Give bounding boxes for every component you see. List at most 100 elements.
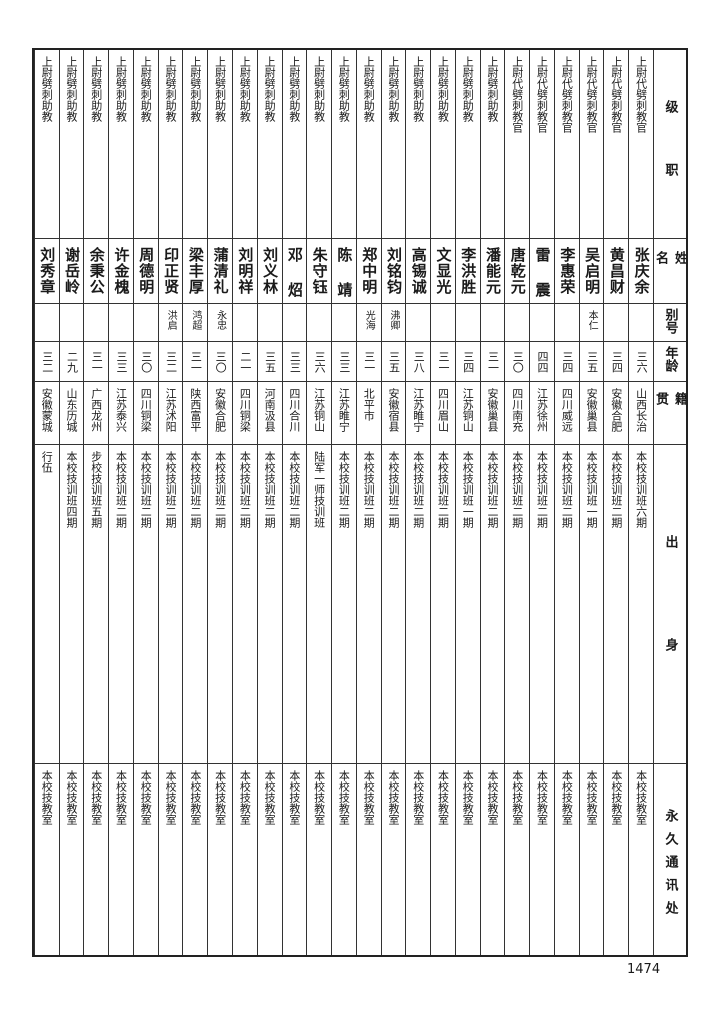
address-cell: 本校技教室 <box>109 764 133 955</box>
rank-text: 上尉劈刺助教 <box>362 56 376 122</box>
address-cell: 本校技教室 <box>332 764 356 955</box>
native-text: 江苏铜山 <box>312 388 326 432</box>
age-text: 三〇 <box>214 350 228 373</box>
table-row: 上尉劈刺助教 余秉公 三一 广西龙州 步校技训班五期 本校技教室 <box>83 50 109 955</box>
alias-cell: 光海 <box>356 304 381 342</box>
native-cell: 北平市 <box>356 382 381 445</box>
native-cell: 江苏睢宁 <box>406 382 431 445</box>
address-cell: 本校技教室 <box>406 764 430 955</box>
rank-cell: 上尉劈刺助教 <box>109 50 133 239</box>
name-text: 周德明 <box>137 247 156 295</box>
name-text: 郑中明 <box>360 247 379 295</box>
name-text: 雷 震 <box>533 247 552 298</box>
alias-cell <box>34 304 59 342</box>
age-text: 三四 <box>560 350 574 373</box>
table-row: 上尉劈刺助教 郑中明 光海 三一 北平市 本校技训班二期 本校技教室 <box>355 50 381 955</box>
table-row: 上尉代劈刺教官 李惠荣 三四 四川威远 本校技训班二期 本校技教室 <box>553 50 579 955</box>
native-cell: 四川铜梁 <box>232 382 257 445</box>
age-cell: 四四 <box>530 342 554 382</box>
background-cell: 本校技训班二期 <box>232 445 257 764</box>
background-cell: 本校技训班四期 <box>59 445 84 764</box>
age-cell: 三三 <box>109 342 133 382</box>
background-text: 本校技训班二期 <box>164 451 178 528</box>
name-cell: 陈 靖 <box>332 239 356 304</box>
address-cell: 本校技教室 <box>357 764 381 955</box>
native-text: 山西长治 <box>634 388 648 432</box>
native-cell: 安徽合肥 <box>604 382 629 445</box>
alias-cell <box>505 304 530 342</box>
native-cell: 河南汲县 <box>257 382 282 445</box>
rank-text: 上尉代劈刺教官 <box>609 56 623 133</box>
background-cell: 本校技训班二期 <box>257 445 282 764</box>
background-cell: 本校技训班二期 <box>282 445 307 764</box>
background-cell: 本校技训班二期 <box>431 445 455 764</box>
rank-cell: 上尉劈刺助教 <box>158 50 183 239</box>
background-cell: 陆军一师技训班 <box>307 445 332 764</box>
name-cell: 高锡诚 <box>406 239 431 304</box>
header-label: 别号 <box>662 308 678 334</box>
age-text: 三二 <box>40 350 54 373</box>
name-cell: 余秉公 <box>84 239 109 304</box>
name-cell: 郑中明 <box>356 239 381 304</box>
name-cell: 刘义林 <box>257 239 282 304</box>
native-text: 安徽合肥 <box>609 388 623 432</box>
name-text: 余秉公 <box>87 247 106 295</box>
rank-cell: 上尉劈刺助教 <box>232 50 257 239</box>
address-text: 本校技教室 <box>213 770 227 825</box>
background-cell: 本校技训班二期 <box>109 445 133 764</box>
address-cell: 本校技教室 <box>183 764 207 955</box>
rank-cell: 上尉代劈刺教官 <box>505 50 530 239</box>
address-cell: 本校技教室 <box>258 764 282 955</box>
rank-cell: 上尉劈刺助教 <box>455 50 480 239</box>
address-text: 本校技教室 <box>634 770 648 825</box>
name-cell: 黄昌财 <box>604 239 629 304</box>
rank-text: 上尉劈刺助教 <box>139 56 153 122</box>
address-cell: 本校技教室 <box>134 764 158 955</box>
age-cell: 三二 <box>158 342 183 382</box>
header-label: 年龄 <box>662 346 678 372</box>
rank-cell: 上尉劈刺助教 <box>332 50 356 239</box>
address-text: 本校技教室 <box>188 770 202 825</box>
name-cell: 李惠荣 <box>554 239 579 304</box>
name-text: 邓 炤 <box>285 247 304 298</box>
address-text: 本校技教室 <box>386 770 400 825</box>
name-cell: 李洪胜 <box>455 239 480 304</box>
rank-text: 上尉劈刺助教 <box>411 56 425 122</box>
native-cell: 山西长治 <box>629 382 653 445</box>
table-row: 上尉代劈刺教官 张庆余 三六 山西长治 本校技训班六期 本校技教室 <box>628 50 653 955</box>
alias-cell <box>133 304 158 342</box>
address-text: 本校技教室 <box>585 770 599 825</box>
address-text: 本校技教室 <box>461 770 475 825</box>
background-text: 本校技训班一期 <box>461 451 475 528</box>
age-text: 二九 <box>65 350 79 373</box>
age-cell: 三四 <box>604 342 629 382</box>
table-row: 上尉劈刺助教 高锡诚 三八 江苏睢宁 本校技训班二期 本校技教室 <box>405 50 431 955</box>
background-cell: 本校技训班二期 <box>554 445 579 764</box>
background-cell: 本校技训班六期 <box>629 445 653 764</box>
age-text: 三一 <box>189 350 203 373</box>
background-cell: 本校技训班二期 <box>356 445 381 764</box>
address-text: 本校技教室 <box>164 770 178 825</box>
alias-text: 本仁 <box>586 310 598 330</box>
name-text: 张庆余 <box>632 247 651 295</box>
alias-text: 永忠 <box>214 310 226 330</box>
background-cell: 步校技训班五期 <box>84 445 109 764</box>
address-text: 本校技教室 <box>436 770 450 825</box>
native-text: 河南汲县 <box>263 388 277 432</box>
alias-cell <box>480 304 505 342</box>
background-cell: 本校技训班二期 <box>183 445 208 764</box>
rank-cell: 上尉劈刺助教 <box>59 50 84 239</box>
name-text: 许金槐 <box>112 247 131 295</box>
native-text: 安徽蒙城 <box>40 388 54 432</box>
table-row: 上尉劈刺助教 梁丰厚 鸿超 三一 陕西富平 本校技训班二期 本校技教室 <box>182 50 208 955</box>
rank-text: 上尉劈刺助教 <box>386 56 400 122</box>
native-text: 安徽巢县 <box>486 388 500 432</box>
age-text: 三〇 <box>511 350 525 373</box>
address-text: 本校技教室 <box>263 770 277 825</box>
name-cell: 文显光 <box>431 239 455 304</box>
background-cell: 本校技训班二期 <box>158 445 183 764</box>
name-cell: 朱守钰 <box>307 239 332 304</box>
age-cell: 三一 <box>84 342 109 382</box>
name-text: 蒲清礼 <box>211 247 230 295</box>
alias-text: 鸿超 <box>189 310 201 330</box>
